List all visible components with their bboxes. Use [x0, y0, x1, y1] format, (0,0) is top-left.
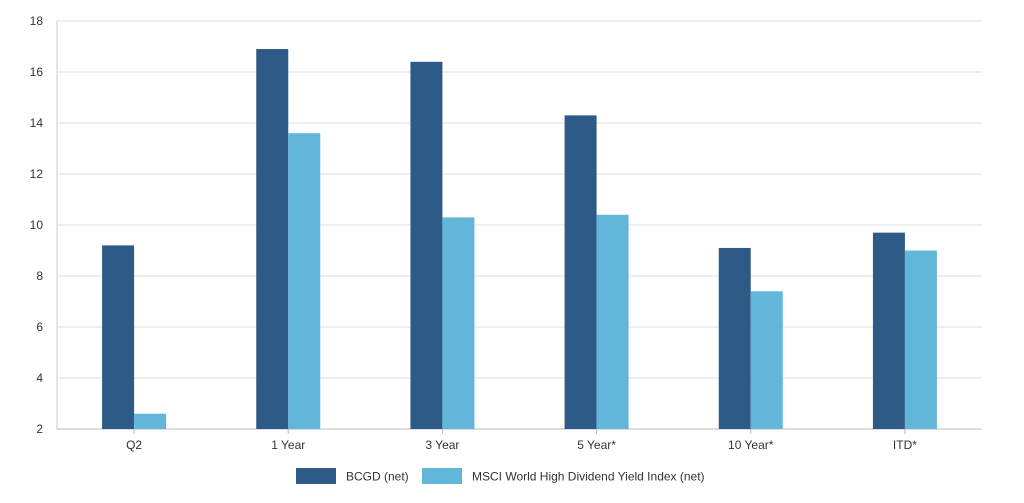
bars — [102, 49, 937, 430]
bar-msci-5 — [904, 250, 937, 429]
bar-msci-4 — [750, 291, 783, 429]
x-tick-label: 10 Year* — [728, 438, 774, 452]
bar-bcgd-3 — [564, 115, 597, 429]
legend-swatch-1 — [422, 468, 462, 484]
x-tick-label: Q2 — [126, 438, 142, 452]
x-tick-labels: Q2 1 Year 3 Year 5 Year* 10 Year* ITD* — [126, 438, 917, 452]
bar-bcgd-0 — [102, 245, 135, 429]
bar-bcgd-5 — [872, 232, 905, 429]
y-tick-label: 18 — [30, 14, 44, 28]
legend-label-1: MSCI World High Dividend Yield Index (ne… — [472, 470, 705, 484]
y-tick-label: 12 — [30, 167, 44, 181]
legend-swatch-0 — [296, 468, 336, 484]
y-tick-labels: 2 4 6 8 10 12 14 16 18 — [30, 14, 44, 436]
gridlines — [57, 20, 982, 430]
x-tick-label: 1 Year — [271, 438, 305, 452]
y-tick-label: 4 — [36, 371, 43, 385]
bar-msci-2 — [442, 217, 475, 429]
y-tick-label: 8 — [36, 269, 43, 283]
bar-bcgd-4 — [718, 247, 751, 429]
y-tick-label: 10 — [30, 218, 44, 232]
x-tick-label: 3 Year — [425, 438, 459, 452]
y-tick-label: 6 — [36, 320, 43, 334]
x-tick-label: ITD* — [893, 438, 917, 452]
y-tick-label: 14 — [30, 116, 44, 130]
bar-msci-1 — [288, 133, 321, 429]
x-tick-label: 5 Year* — [577, 438, 616, 452]
legend: BCGD (net) MSCI World High Dividend Yield… — [296, 468, 705, 484]
bar-bcgd-1 — [256, 49, 289, 430]
axes — [56, 21, 982, 434]
bar-bcgd-2 — [410, 61, 443, 430]
legend-label-0: BCGD (net) — [346, 470, 409, 484]
y-tick-label: 2 — [36, 422, 43, 436]
bar-msci-3 — [596, 214, 629, 429]
y-tick-label: 16 — [30, 65, 44, 79]
bar-msci-0 — [134, 413, 167, 429]
